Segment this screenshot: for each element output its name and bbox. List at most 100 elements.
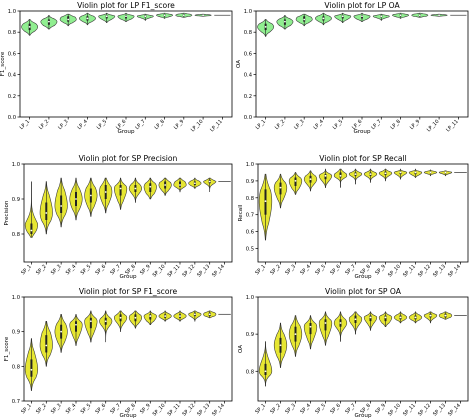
violin-median xyxy=(354,318,357,321)
x-tick-label: LP_9 xyxy=(173,119,185,131)
x-axis-label: Group xyxy=(354,413,371,419)
x-tick-label: SP_1 xyxy=(254,264,267,277)
x-tick-label: SP_3 xyxy=(284,403,297,416)
violin-median xyxy=(119,316,122,319)
violin-median xyxy=(264,370,267,373)
violin-SP_1 xyxy=(258,341,273,387)
violin-median xyxy=(28,26,31,28)
violin-median xyxy=(294,179,297,182)
y-axis-label: OA xyxy=(238,345,244,353)
violin-SP_6 xyxy=(99,310,113,343)
x-tick-label: SP_12 xyxy=(417,403,432,418)
violin-median xyxy=(149,185,152,188)
violin-SP_3 xyxy=(54,177,68,228)
violin-median xyxy=(284,20,286,23)
y-tick-label: 1.0 xyxy=(12,162,20,168)
x-tick-label: SP_10 xyxy=(387,264,402,279)
violin-SP_13 xyxy=(438,311,453,320)
violin-median xyxy=(429,314,432,317)
x-tick-label: SP_12 xyxy=(181,264,196,279)
y-tick-label: 0.4 xyxy=(244,73,253,79)
violin-median xyxy=(279,186,282,189)
violin-median xyxy=(418,14,421,17)
violin-LP_2 xyxy=(276,14,294,30)
violin-SP_6 xyxy=(333,168,348,188)
violin-median xyxy=(60,205,63,207)
violin-median xyxy=(354,173,357,176)
violin-LP_1 xyxy=(257,19,275,37)
violin-median xyxy=(369,173,372,176)
violin-LP_9 xyxy=(411,12,429,18)
y-tick-label: 1.0 xyxy=(246,162,254,168)
chart-title: Violin plot for SP F1_score xyxy=(79,287,178,296)
x-tick-label: SP_1 xyxy=(20,403,33,416)
violin-SP_12 xyxy=(188,310,202,322)
x-tick-label: SP_6 xyxy=(94,403,107,416)
violin-LP_6 xyxy=(117,12,135,22)
violin-median xyxy=(182,14,185,17)
x-tick-label: SP_14 xyxy=(211,403,226,418)
x-tick-label: LP_4 xyxy=(313,119,325,131)
violin-median xyxy=(279,344,282,347)
violin-SP_11 xyxy=(408,168,423,178)
violin-median xyxy=(119,187,122,190)
violin-LP_1 xyxy=(21,19,39,36)
violin-SP_6 xyxy=(333,311,348,342)
axes-frame xyxy=(23,163,233,263)
x-tick-label: LP_7 xyxy=(370,119,382,131)
violin-median xyxy=(294,333,297,336)
violin-median xyxy=(45,212,48,214)
x-tick-label: LP_3 xyxy=(293,119,305,131)
violin-SP_9 xyxy=(378,168,393,182)
violin-median xyxy=(104,191,107,193)
violin-LP_4 xyxy=(315,12,332,26)
x-tick-label: SP_5 xyxy=(80,403,93,416)
x-tick-label: SP_3 xyxy=(50,403,63,416)
y-tick-label: 0.9 xyxy=(246,179,254,185)
x-tick-label: SP_4 xyxy=(65,264,78,277)
violin-SP_7 xyxy=(114,177,128,210)
violin-SP_8 xyxy=(363,311,378,331)
violin-median xyxy=(86,17,89,20)
violin-LP_3 xyxy=(295,13,313,27)
violin-SP_8 xyxy=(128,310,142,329)
y-tick-label: 0.6 xyxy=(244,51,252,57)
x-tick-label: SP_14 xyxy=(211,264,226,279)
y-tick-label: 0.0 xyxy=(8,115,16,121)
y-tick-label: 0.8 xyxy=(244,30,252,36)
axes-frame xyxy=(257,163,469,263)
violin-median xyxy=(193,182,196,185)
x-tick-label: SP_4 xyxy=(299,264,312,277)
violin-SP_9 xyxy=(143,177,157,200)
y-tick-label: 0.7 xyxy=(12,399,20,405)
violin-SP_5 xyxy=(318,168,333,188)
y-tick-label: 0.2 xyxy=(8,94,16,100)
violin-median xyxy=(163,14,166,17)
x-tick-label: LP_11 xyxy=(209,119,224,134)
x-tick-label: SP_9 xyxy=(374,264,387,277)
violin-median xyxy=(369,316,372,319)
violin-median xyxy=(45,344,48,347)
violin-median xyxy=(380,15,383,18)
violin-panel-2: Violin plot for LP OA 0.0 0.2 0.4 0.6 0.8 1.0 O… xyxy=(236,1,469,135)
violin-median xyxy=(30,229,33,232)
violin-median xyxy=(444,171,447,174)
violin-median xyxy=(134,187,137,190)
violin-median xyxy=(30,368,33,371)
x-tick-label: SP_14 xyxy=(447,403,462,418)
violin-median xyxy=(75,198,77,200)
y-tick-label: 0.2 xyxy=(244,94,252,100)
violin-SP_8 xyxy=(128,177,142,203)
x-tick-label: LP_8 xyxy=(154,119,166,131)
violin-median xyxy=(60,330,63,333)
violin-SP_5 xyxy=(84,310,98,343)
x-tick-label: SP_6 xyxy=(329,264,342,277)
y-tick-label: 0.9 xyxy=(246,332,254,338)
x-tick-label: LP_10 xyxy=(190,119,205,134)
x-tick-label: SP_5 xyxy=(80,264,93,277)
x-axis-label: Group xyxy=(119,413,136,419)
axes-frame xyxy=(23,296,233,402)
x-tick-label: LP_3 xyxy=(57,119,69,131)
x-axis-label: Group xyxy=(354,274,371,280)
